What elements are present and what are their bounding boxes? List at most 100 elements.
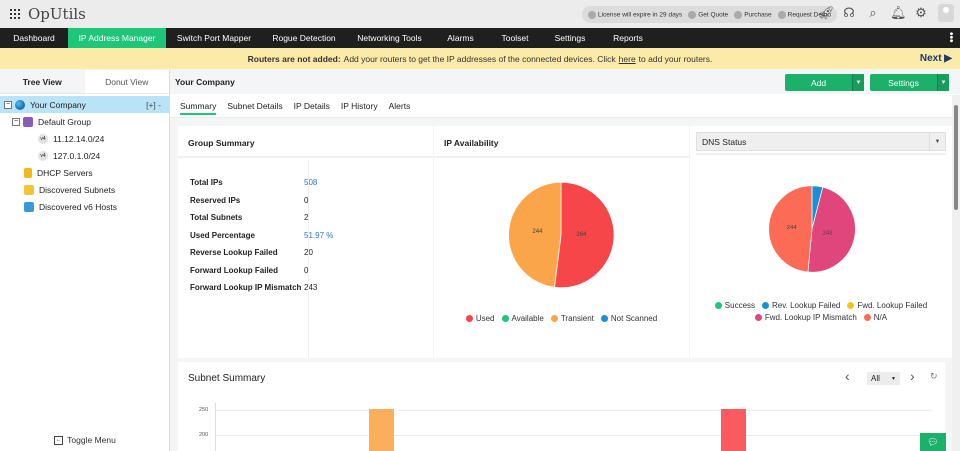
summary-label: Total IPs [190,178,223,188]
gear-icon[interactable]: ⚙ [915,5,927,20]
rocket-icon[interactable]: 🚀︎ [818,5,835,20]
summary-value[interactable]: 508 [304,178,318,188]
nav-item-reports[interactable]: Reports [613,33,643,43]
avatar[interactable] [938,4,954,22]
legend-item[interactable]: Not Scanned [600,314,657,323]
legend-dot-icon [847,302,855,309]
tree-node-subnet[interactable]: v4 127.0.1.0/24 [0,147,169,164]
nav-item-rogue-detection[interactable]: Rogue Detection [272,33,336,43]
toggle-menu-button[interactable]: ← Toggle Menu [0,435,170,445]
subnet-filter-select[interactable]: All ▼ [867,372,900,385]
demo-icon [777,10,786,19]
scrollbar-thumb[interactable] [954,105,958,210]
page-scrollbar[interactable] [952,95,960,451]
pie-slice-na[interactable] [768,185,813,273]
legend-label: Rev. Lookup Failed [772,301,841,310]
prev-arrow-icon[interactable]: ‹ [845,368,850,384]
summary-label: Forward Lookup Failed [190,265,279,275]
collapse-icon[interactable]: − [12,117,20,126]
nav-item-networking-tools[interactable]: Networking Tools [357,33,422,43]
dns-status-panel: DNS Status ▼ 244 243 Success Rev. Lookup … [690,126,952,358]
bell-icon[interactable]: 🔔︎ [890,5,907,20]
tab-subnet-details[interactable]: Subnet Details [227,100,283,111]
dns-status-pie[interactable]: 244 243 [767,184,857,274]
nav-item-switch-port-mapper[interactable]: Switch Port Mapper [176,33,252,43]
tree-node-subnet[interactable]: v4 11.12.14.0/24 [0,130,169,147]
legend-dot-icon [600,315,608,322]
settings-button[interactable]: Settings ▼ [870,74,949,91]
legend-item[interactable]: Available [501,314,544,323]
summary-label: Reserved IPs [190,195,241,205]
tree-node-label: DHCP Servers [37,167,93,178]
license-expiry[interactable]: License will expire in 29 days [588,10,682,19]
nav-item-ip-address-manager[interactable]: IP Address Manager [68,28,166,48]
legend-label: N/A [873,313,888,322]
summary-label: Forward Lookup IP Mismatch [190,283,302,293]
legend-item[interactable]: Rev. Lookup Failed [762,300,840,312]
pie-slice-used[interactable] [554,181,615,289]
summary-row: Total Subnets 2 [178,209,433,227]
bar-used[interactable] [721,409,746,451]
add-button[interactable]: Add ▼ [785,74,864,91]
get-quote-link[interactable]: Get Quote [688,10,728,19]
app-grid-icon[interactable] [10,9,20,19]
request-demo-link[interactable]: Request Demo [777,10,831,19]
more-menu-icon[interactable]: ••• [945,32,956,43]
tab-ip-details[interactable]: IP Details [293,100,330,111]
summary-value: 0 [304,195,309,205]
main-nav: Dashboard IP Address Manager Switch Port M… [0,28,960,48]
nav-item-settings[interactable]: Settings [554,33,586,43]
tree-node-dhcp-servers[interactable]: DHCP Servers [0,164,169,181]
ip-availability-pie[interactable]: 244 264 [506,180,616,290]
divider [696,151,946,155]
collapse-icon[interactable]: − [4,100,12,109]
nav-item-dashboard[interactable]: Dashboard [13,33,55,43]
banner-next-button[interactable]: Next ▶ [919,53,952,64]
pie-label: 243 [823,230,833,236]
legend-item[interactable]: Transient [550,314,594,323]
summary-label: Reverse Lookup Failed [190,248,278,258]
pie-slice-fwd-mismatch[interactable] [807,186,856,273]
tree-node-label: Default Group [38,116,91,127]
dns-status-select[interactable]: DNS Status ▼ [696,132,946,151]
gridline [216,435,932,436]
subnet-summary-panel: Subnet Summary ‹ All ▼ › ↻ 250 200 [178,362,945,451]
settings-dropdown-icon[interactable]: ▼ [937,74,949,91]
tab-alerts[interactable]: Alerts [388,100,411,111]
legend-item[interactable]: Success [714,300,755,312]
next-arrow-icon[interactable]: › [910,368,915,384]
legend-item[interactable]: Fwd. Lookup Failed [847,300,927,312]
legend-item[interactable]: N/A [863,312,888,324]
legend-item[interactable]: Used [465,314,495,323]
ip-availability-legend: Used Available Transient Not Scanned [434,314,689,323]
summary-value[interactable]: 51.97 % [304,230,334,240]
bar-transient[interactable] [369,409,394,451]
tree-node-label: Your Company [30,99,86,110]
headset-icon[interactable]: ☊ [843,5,855,20]
summary-list: Total IPs 508 Reserved IPs 0 Total Subnets 2 U… [178,158,433,297]
banner-title: Routers are not added: [247,53,341,64]
add-dropdown-icon[interactable]: ▼ [852,74,864,91]
pie-slice-transient[interactable] [508,181,562,288]
folder-icon [23,116,33,127]
tab-summary[interactable]: Summary [180,101,217,115]
chevron-down-icon[interactable]: ▼ [929,133,945,150]
tree-node-actions[interactable]: [+] - [146,99,161,110]
nav-item-alarms[interactable]: Alarms [447,33,474,43]
banner-here-link[interactable]: here [618,53,636,64]
legend-item[interactable]: Fwd. Lookup IP Mismatch [754,312,857,324]
tab-tree-view[interactable]: Tree View [0,70,85,93]
chat-button[interactable]: 💬︎ [920,433,946,451]
refresh-icon[interactable]: ↻ [930,371,938,381]
tree-node-default-group[interactable]: − Default Group [0,113,169,130]
tab-donut-view[interactable]: Donut View [84,70,169,93]
subnet-filter-value: All [871,374,880,383]
tree-node-your-company[interactable]: − Your Company [+] - [0,96,169,113]
tree-node-discovered-subnets[interactable]: Discovered Subnets [0,181,169,198]
summary-row: Reserved IPs 0 [178,192,433,210]
tab-ip-history[interactable]: IP History [340,100,378,111]
tree-node-discovered-v6[interactable]: Discovered v6 Hosts [0,198,169,215]
nav-item-toolset[interactable]: Toolset [501,33,529,43]
search-icon[interactable]: ⌕ [869,5,877,20]
purchase-link[interactable]: Purchase [734,10,772,19]
